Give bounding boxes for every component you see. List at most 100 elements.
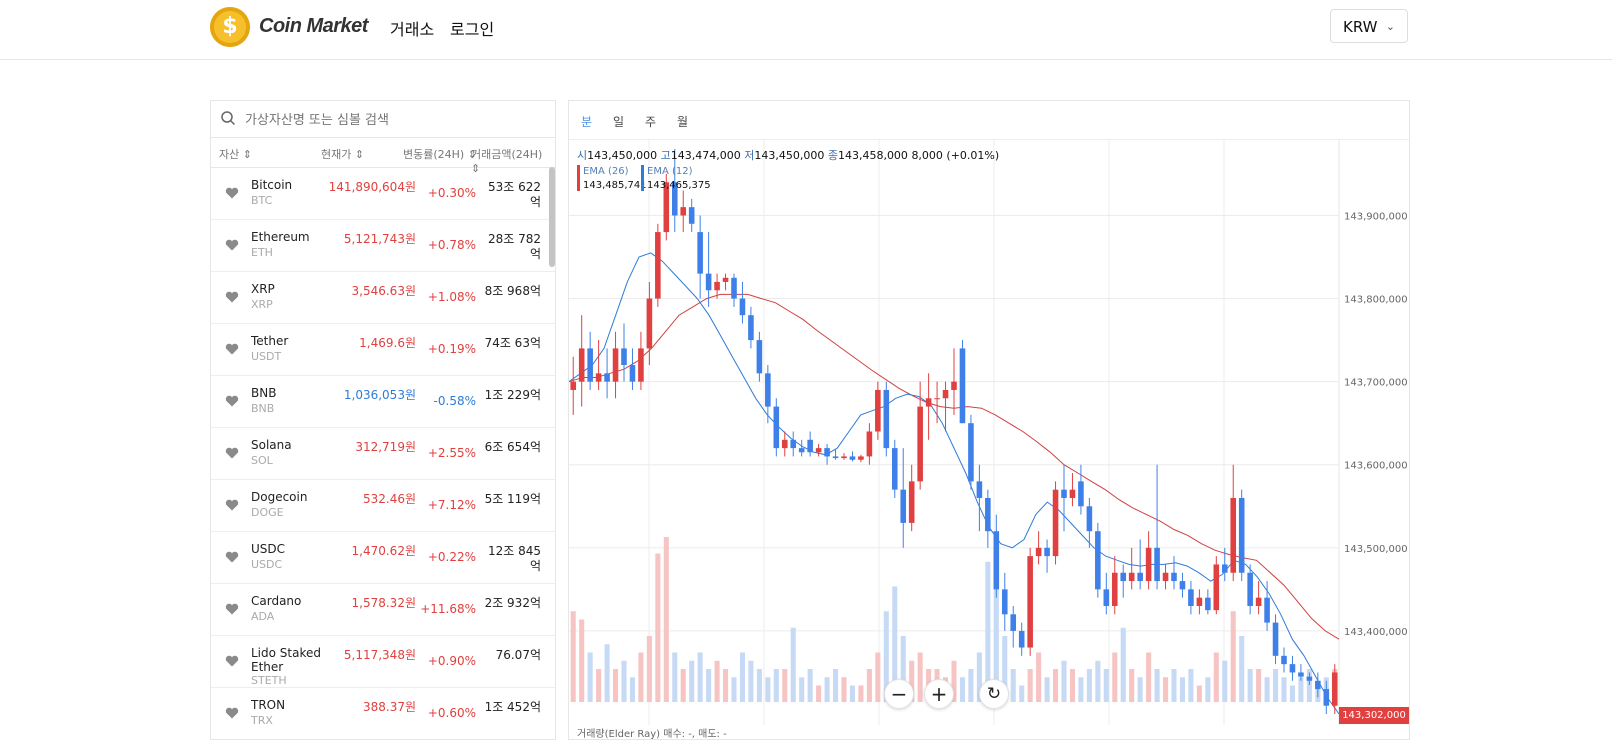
candle-body bbox=[883, 389, 890, 449]
candle-body bbox=[655, 232, 661, 299]
asset-name: Cardano bbox=[251, 594, 302, 608]
col-asset[interactable]: 자산 ⇕ bbox=[219, 148, 252, 161]
heart-icon[interactable] bbox=[225, 551, 239, 563]
candle-body bbox=[604, 373, 610, 382]
asset-change: +0.78% bbox=[427, 238, 476, 252]
asset-volume: 53조 622억 bbox=[487, 180, 541, 209]
volume-bar bbox=[1036, 652, 1042, 702]
candle-body bbox=[1179, 581, 1186, 590]
volume-bar bbox=[866, 669, 872, 702]
heart-icon[interactable] bbox=[225, 707, 239, 719]
volume-bar bbox=[1239, 636, 1245, 702]
volume-bar bbox=[833, 669, 839, 702]
volume-bar bbox=[993, 570, 999, 702]
asset-row[interactable]: Dogecoin DOGE 532.46원 +7.12% 5조 119억 bbox=[211, 480, 555, 532]
volume-bar bbox=[1196, 685, 1202, 702]
asset-symbol: BTC bbox=[251, 194, 273, 207]
candle-body bbox=[900, 489, 907, 523]
candle-body bbox=[629, 365, 636, 382]
reset-icon[interactable]: ↻ bbox=[979, 679, 1009, 709]
volume-bar bbox=[739, 652, 745, 702]
heart-icon[interactable] bbox=[225, 499, 239, 511]
tab-day[interactable]: 일 bbox=[613, 115, 625, 129]
heart-icon[interactable] bbox=[225, 343, 239, 355]
col-volume[interactable]: 거래금액(24H) ⇕ bbox=[471, 148, 543, 175]
candle-body bbox=[1027, 556, 1033, 648]
heart-icon[interactable] bbox=[225, 447, 239, 459]
candle-body bbox=[1069, 489, 1076, 498]
zoom-in-button[interactable]: + bbox=[924, 679, 954, 709]
y-tick-label: 143,700,000 bbox=[1344, 378, 1408, 389]
candle-body bbox=[1331, 672, 1338, 706]
candle-body bbox=[663, 182, 670, 233]
asset-change: +11.68% bbox=[420, 602, 476, 616]
volume-bar bbox=[613, 669, 619, 702]
candle-body bbox=[671, 182, 678, 216]
candle-body bbox=[1001, 589, 1008, 615]
coin-logo-icon[interactable]: $ bbox=[210, 7, 250, 47]
heart-icon[interactable] bbox=[225, 187, 239, 199]
volume-bar bbox=[1086, 669, 1092, 702]
asset-name: Ethereum bbox=[251, 230, 310, 244]
col-change[interactable]: 변동률(24H) ⇕ bbox=[403, 148, 477, 161]
asset-row[interactable]: TRON TRX 388.37원 +0.60% 1조 452억 bbox=[211, 688, 555, 739]
candle-body bbox=[934, 398, 940, 400]
volume-bar bbox=[1103, 669, 1109, 702]
asset-price: 3,546.63원 bbox=[351, 284, 416, 298]
asset-row[interactable]: Ethereum ETH 5,121,743원 +0.78% 28조 782억 bbox=[211, 220, 555, 272]
candle-body bbox=[705, 273, 712, 291]
y-tick-label: 143,800,000 bbox=[1344, 295, 1408, 306]
candle-body bbox=[1323, 689, 1330, 706]
list-scrollbar[interactable] bbox=[549, 167, 555, 267]
nav-login[interactable]: 로그인 bbox=[450, 20, 495, 39]
asset-row[interactable]: Lido Staked Ether STETH 5,117,348원 +0.90% 76… bbox=[211, 636, 555, 688]
candle-body bbox=[638, 348, 644, 382]
search-input[interactable] bbox=[243, 105, 547, 135]
tab-minute[interactable]: 분 bbox=[581, 115, 593, 129]
heart-icon[interactable] bbox=[225, 395, 239, 407]
volume-bar bbox=[1044, 677, 1050, 702]
asset-row[interactable]: Solana SOL 312,719원 +2.55% 6조 654억 bbox=[211, 428, 555, 480]
heart-icon[interactable] bbox=[225, 603, 239, 615]
asset-row[interactable]: Cardano ADA 1,578.32원 +11.68% 2조 932억 bbox=[211, 584, 555, 636]
asset-volume: 2조 932억 bbox=[484, 596, 541, 610]
asset-volume: 1조 452억 bbox=[484, 700, 541, 714]
tab-month[interactable]: 월 bbox=[677, 115, 689, 129]
candle-body bbox=[773, 406, 780, 449]
ema-fast-name: EMA (12) bbox=[647, 166, 693, 177]
candlestick-chart[interactable]: 143,900,000 143,800,000 143,700,000 143,600… bbox=[569, 139, 1410, 725]
asset-row[interactable]: XRP XRP 3,546.63원 +1.08% 8조 968억 bbox=[211, 272, 555, 324]
volume-bar bbox=[1256, 669, 1262, 702]
tab-week[interactable]: 주 bbox=[645, 115, 657, 129]
heart-icon[interactable] bbox=[225, 655, 239, 667]
close-value: 143,458,000 bbox=[837, 149, 908, 162]
col-price[interactable]: 현재가 ⇕ bbox=[321, 148, 365, 161]
candle-body bbox=[1018, 630, 1025, 648]
volume-label: 거래량(Elder Ray) 매수: -, 매도: - bbox=[577, 729, 727, 740]
y-tick-label: 143,600,000 bbox=[1344, 461, 1408, 472]
volume-bar bbox=[1002, 636, 1008, 702]
volume-bar bbox=[1112, 652, 1118, 702]
nav-exchange[interactable]: 거래소 bbox=[390, 20, 435, 39]
asset-name: XRP bbox=[251, 282, 275, 296]
asset-row[interactable]: Tether USDT 1,469.6원 +0.19% 74조 63억 bbox=[211, 324, 555, 376]
zoom-out-button[interactable]: − bbox=[884, 679, 914, 709]
asset-row[interactable]: Bitcoin BTC 141,890,604원 +0.30% 53조 622억 bbox=[211, 168, 555, 220]
candle-body bbox=[722, 277, 729, 282]
currency-select[interactable]: KRW ⌄ bbox=[1330, 9, 1408, 43]
heart-icon[interactable] bbox=[225, 291, 239, 303]
volume-bar bbox=[579, 619, 585, 702]
candle-body bbox=[612, 348, 619, 382]
asset-row[interactable]: USDC USDC 1,470.62원 +0.22% 12조 845억 bbox=[211, 532, 555, 584]
asset-symbol: ETH bbox=[251, 246, 273, 259]
heart-icon[interactable] bbox=[225, 239, 239, 251]
candle-body bbox=[1272, 622, 1279, 656]
volume-bar bbox=[663, 537, 669, 702]
volume-bar bbox=[1298, 677, 1304, 702]
volume-bar bbox=[841, 677, 847, 702]
volume-bar bbox=[1069, 669, 1075, 702]
brand-name[interactable]: Coin Market bbox=[259, 15, 368, 37]
candle-body bbox=[688, 207, 695, 224]
volume-bar bbox=[1053, 669, 1059, 702]
asset-row[interactable]: BNB BNB 1,036,053원 -0.58% 1조 229억 bbox=[211, 376, 555, 428]
